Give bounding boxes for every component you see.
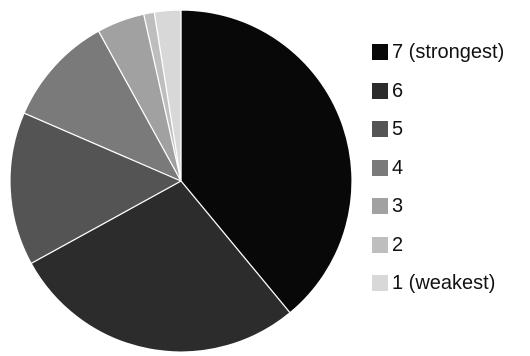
legend-item: 3: [372, 194, 403, 218]
pie-slice-1: [180, 9, 353, 314]
legend-swatch: [372, 198, 388, 214]
legend-item: 6: [372, 79, 403, 103]
legend-item: 4: [372, 156, 403, 180]
legend-label: 2: [392, 233, 404, 256]
pie-slice-2: [30, 180, 291, 353]
legend-label: 4: [392, 156, 404, 179]
legend-swatch: [372, 121, 388, 137]
legend-swatch: [372, 44, 388, 60]
legend-swatch: [372, 82, 388, 99]
legend-swatch: [372, 275, 388, 291]
legend-label: 1 (weakest): [392, 272, 496, 294]
legend-swatch: [372, 159, 388, 176]
legend-item: 7 (strongest): [372, 40, 504, 64]
pie-slice-4: [23, 30, 182, 182]
legend-item: 1 (weakest): [372, 271, 495, 295]
legend-label: 7 (strongest): [392, 41, 505, 63]
legend-item: 2: [372, 233, 403, 257]
legend-item: 5: [372, 117, 403, 141]
legend-swatch: [372, 236, 388, 253]
pie-slice-3: [9, 112, 182, 264]
legend-label: 3: [392, 195, 404, 217]
legend-label: 5: [392, 118, 404, 140]
legend-label: 6: [392, 79, 404, 102]
pie-slice-7: [153, 9, 182, 182]
